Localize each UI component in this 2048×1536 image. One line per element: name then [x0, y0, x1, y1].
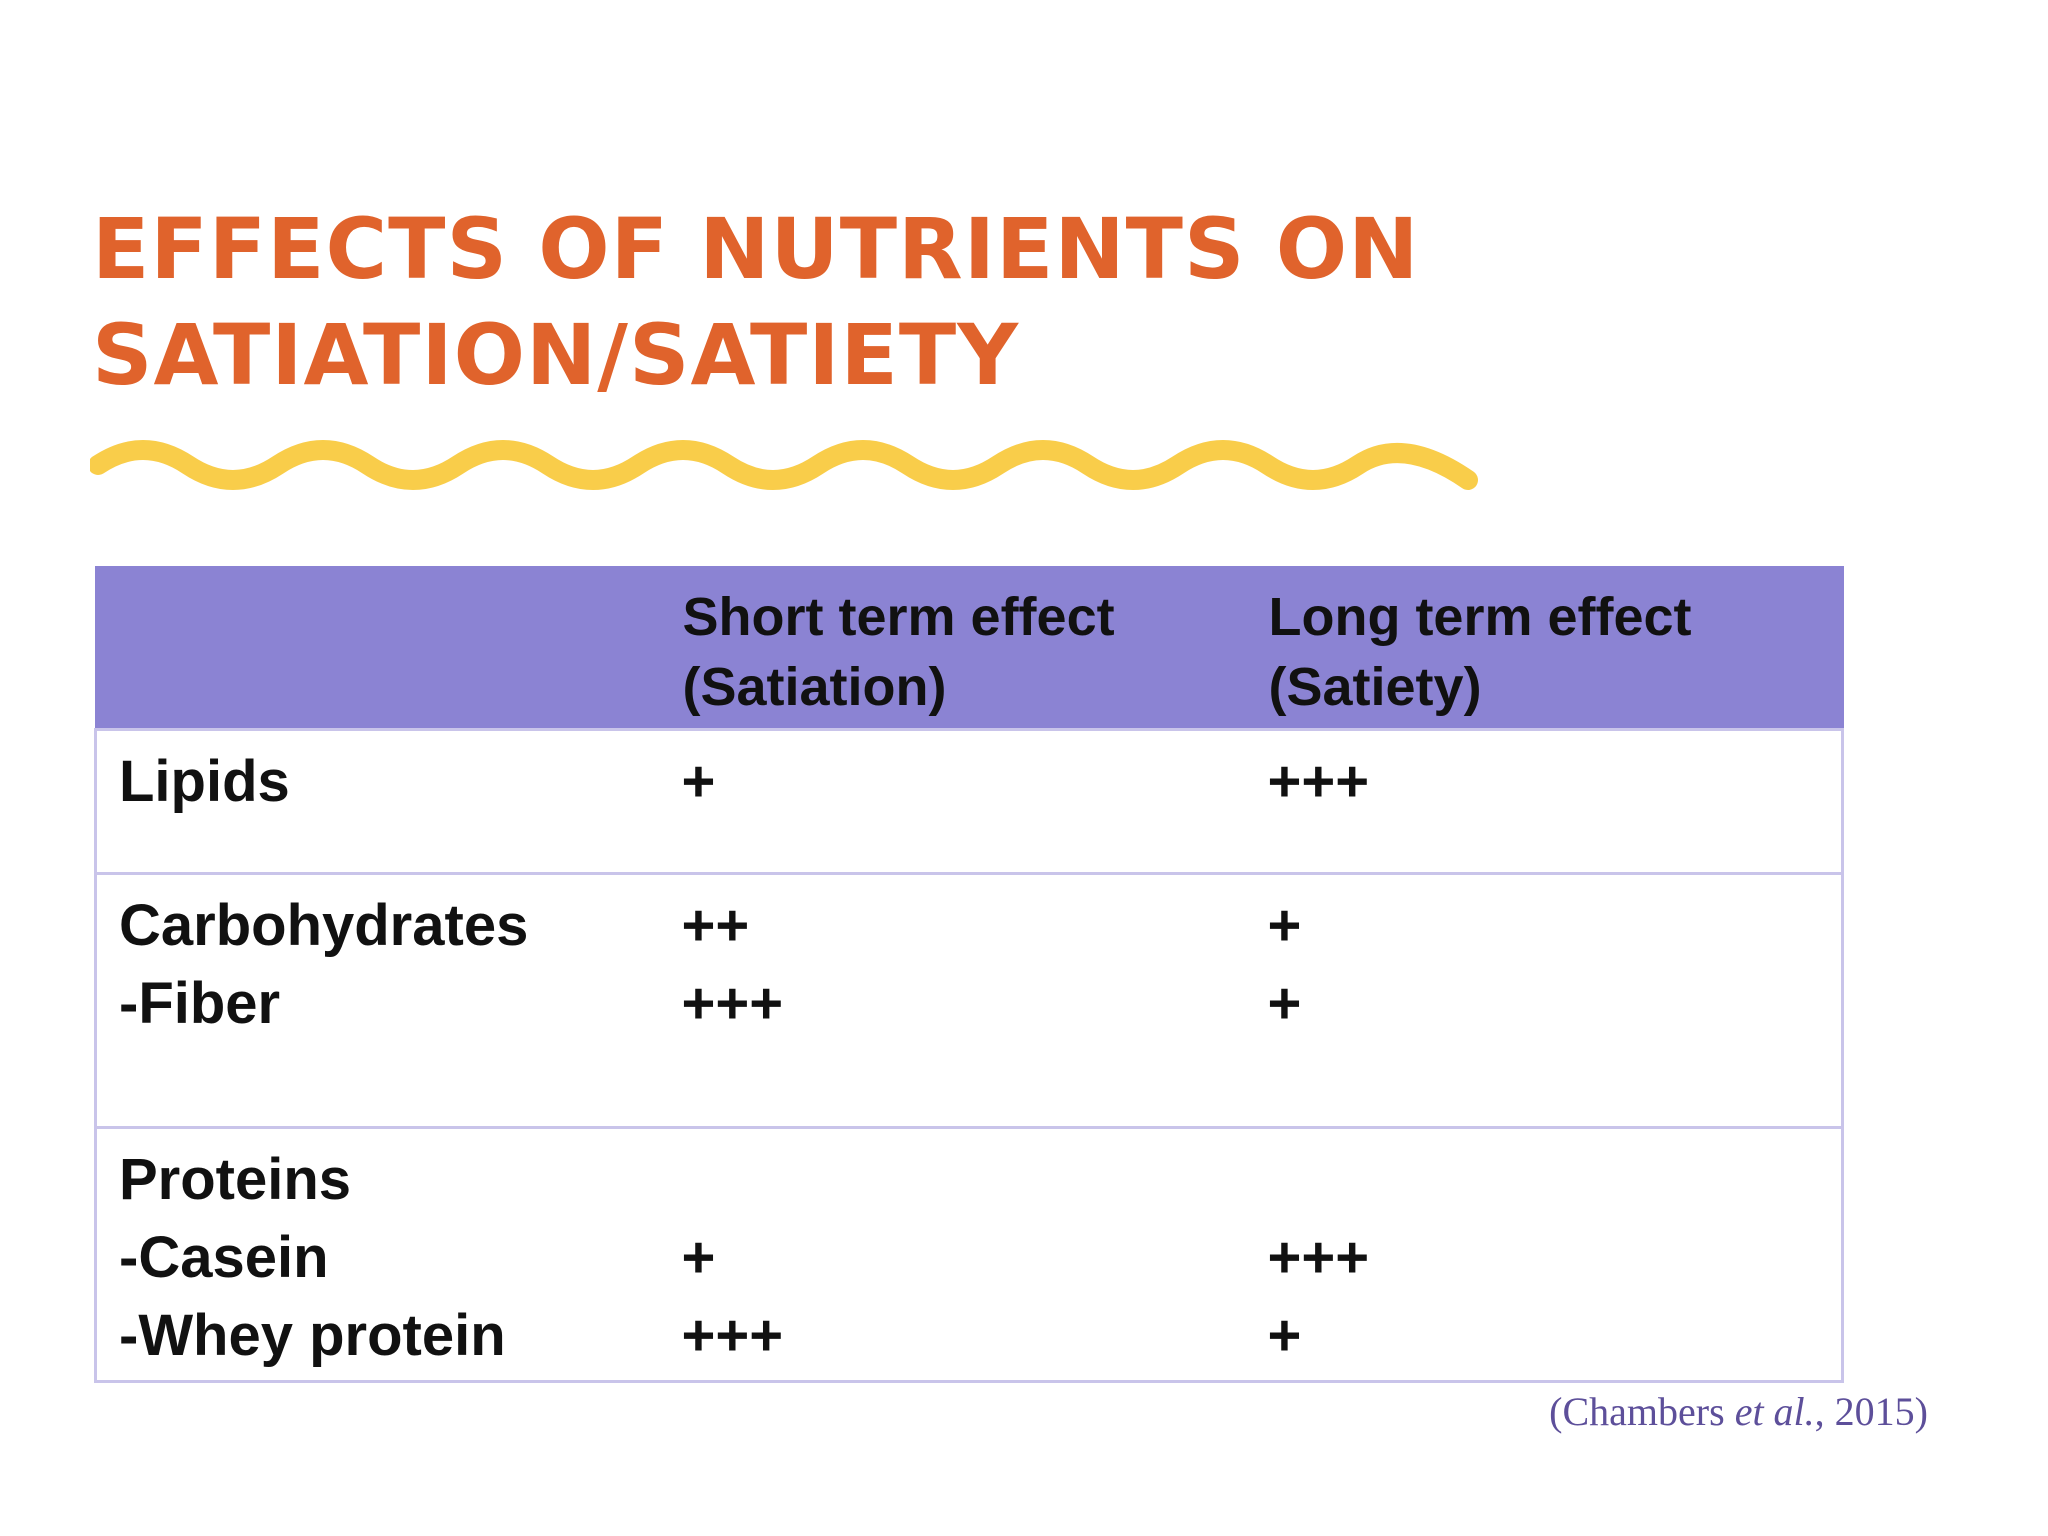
header-short-term: Short term effect (Satiation) — [680, 566, 1269, 730]
nutrient-label: Lipids — [119, 748, 290, 814]
long-term-value: +++ — [1267, 748, 1370, 814]
nutrient-label: -Casein — [119, 1224, 329, 1290]
long-term-value: +++ — [1267, 1224, 1370, 1290]
short-term-value: +++ — [681, 1302, 784, 1368]
nutrient-cell: Proteins -Casein -Whey protein — [94, 1125, 682, 1383]
long-term-value: + — [1267, 1302, 1302, 1368]
long-term-value: + — [1267, 970, 1302, 1036]
short-term-value: + — [681, 1224, 716, 1290]
header-long-term: Long term effect (Satiety) — [1266, 566, 1844, 730]
long-term-cell: +++ — [1267, 727, 1844, 875]
short-term-value: + — [681, 748, 716, 814]
long-term-cell: + + — [1267, 871, 1844, 1129]
header-short-term-line-1: Short term effect — [682, 587, 1115, 647]
table-row: Carbohydrates -Fiber ++ +++ + + — [94, 871, 1844, 1129]
citation-year: , 2015) — [1814, 1389, 1928, 1434]
slide-title: EFFECTS OF NUTRIENTS ON SATIATION/SATIET… — [92, 196, 1419, 408]
header-short-term-line-2: (Satiation) — [682, 657, 947, 717]
long-term-cell: +++ + — [1267, 1125, 1844, 1383]
header-long-term-line-2: (Satiety) — [1268, 657, 1482, 717]
citation-authors: (Chambers — [1549, 1389, 1735, 1434]
nutrient-cell: Lipids — [94, 727, 682, 875]
short-term-value — [682, 1141, 1268, 1219]
nutrient-effects-table: Short term effect (Satiation) Long term … — [94, 566, 1844, 1383]
slide-title-line-2: SATIATION/SATIETY — [92, 306, 1020, 404]
short-term-cell: + — [681, 727, 1268, 875]
short-term-value: +++ — [681, 970, 784, 1036]
long-term-value: + — [1267, 892, 1302, 958]
table-row: Proteins -Casein -Whey protein + +++ +++… — [94, 1125, 1844, 1383]
nutrient-label: Carbohydrates — [119, 892, 529, 958]
table-header-row: Short term effect (Satiation) Long term … — [94, 566, 1844, 730]
header-long-term-line-1: Long term effect — [1268, 587, 1692, 647]
nutrient-label: -Fiber — [119, 970, 281, 1036]
nutrient-label: -Whey protein — [119, 1302, 506, 1368]
citation: (Chambers et al., 2015) — [1549, 1388, 1928, 1435]
short-term-cell: + +++ — [681, 1125, 1268, 1383]
short-term-cell: ++ +++ — [681, 871, 1268, 1129]
short-term-value: ++ — [681, 892, 750, 958]
table-row: Lipids + +++ — [94, 727, 1844, 875]
slide-title-line-1: EFFECTS OF NUTRIENTS ON — [92, 200, 1420, 298]
nutrient-cell: Carbohydrates -Fiber — [94, 871, 682, 1129]
long-term-value — [1268, 1141, 1842, 1219]
decorative-wave — [90, 440, 1478, 490]
header-nutrient — [94, 566, 683, 730]
citation-et-al: et al. — [1734, 1389, 1815, 1434]
nutrient-label: Proteins — [119, 1146, 352, 1212]
